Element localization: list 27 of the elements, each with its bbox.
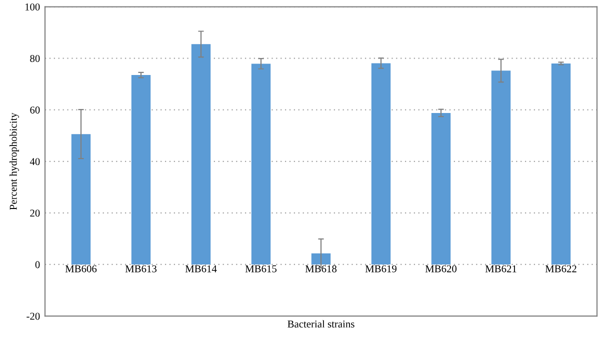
y-tick-label: 40 — [30, 158, 40, 166]
bar — [131, 75, 151, 264]
bar — [71, 134, 91, 264]
bar — [491, 70, 511, 264]
bar — [431, 112, 451, 264]
y-tick-label: 100 — [25, 3, 40, 10]
x-tick-label: MB615 — [245, 265, 277, 272]
bar — [251, 64, 271, 264]
x-tick-label: MB619 — [365, 265, 396, 272]
y-axis-title: Percent hydrophobicity — [9, 112, 19, 210]
x-tick-label: MB618 — [305, 265, 337, 272]
bar — [371, 63, 391, 264]
x-axis-title: Bacterial strains — [288, 320, 354, 328]
bar — [311, 253, 331, 264]
y-tick-label: 0 — [35, 261, 40, 268]
y-tick-label: 80 — [30, 54, 40, 62]
x-tick-label: MB606 — [65, 265, 97, 272]
y-tick-label: 60 — [30, 106, 40, 114]
y-tick-label: 20 — [30, 210, 40, 217]
bar — [551, 63, 571, 264]
x-tick-label: MB620 — [425, 265, 457, 272]
x-tick-label: MB614 — [185, 265, 217, 272]
bar — [191, 44, 211, 264]
x-tick-label: MB621 — [485, 265, 516, 272]
x-tick-label: MB613 — [125, 265, 157, 272]
y-tick-label: -20 — [26, 312, 40, 320]
x-tick-label: MB622 — [545, 265, 576, 272]
